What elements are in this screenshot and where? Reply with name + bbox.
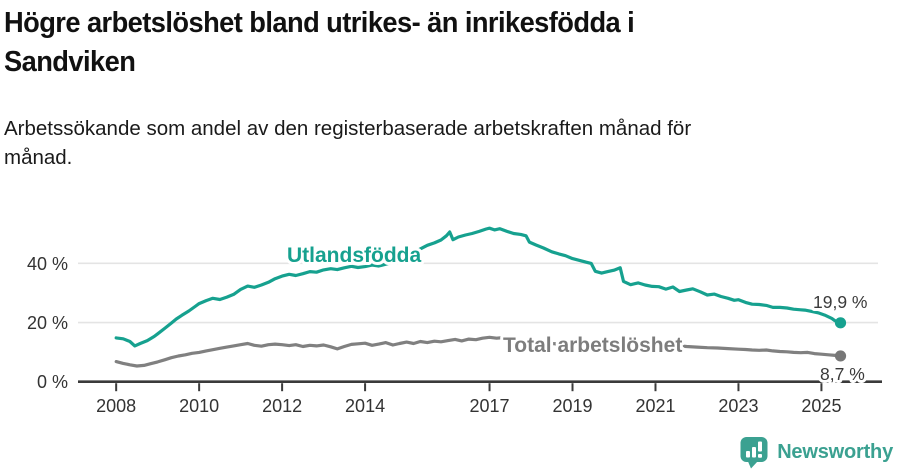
x-axis-tick-label: 2008 [96, 396, 136, 416]
x-axis-tick-label: 2012 [262, 396, 302, 416]
series-label: Utlandsfödda [287, 244, 421, 267]
newsworthy-logo[interactable]: Newsworthy [739, 436, 893, 469]
newsworthy-logo-text: Newsworthy [777, 441, 893, 463]
x-axis-tick-label: 2023 [718, 396, 758, 416]
chart-title: Högre arbetslöshet bland utrikes- än inr… [4, 7, 635, 78]
x-axis-tick-label: 2021 [635, 396, 675, 416]
x-axis-tick-label: 2010 [179, 396, 219, 416]
series-end-value-label: 8,7 % [820, 364, 865, 384]
series-line-total-arbetslöshet [114, 335, 843, 368]
x-axis-tick-label: 2025 [801, 396, 841, 416]
x-axis-tick-label: 2014 [345, 396, 385, 416]
series-end-dot [834, 350, 847, 362]
x-axis-tick-label: 2019 [552, 396, 592, 416]
newsworthy-logo-icon [740, 437, 768, 469]
y-axis-tick-label: 40 % [27, 254, 68, 274]
y-axis-tick-label: 20 % [27, 313, 68, 333]
x-axis-tick-label: 2017 [470, 396, 510, 416]
series-end-dot [834, 317, 847, 329]
series-label: Total arbetslöshet [503, 334, 682, 357]
series-line-utlandsfödda [114, 226, 843, 348]
series-end-value-label: 19,9 % [813, 292, 867, 312]
chart-subtitle: Arbetssökande som andel av den registerb… [4, 117, 692, 170]
y-axis-tick-label: 0 % [37, 372, 68, 392]
